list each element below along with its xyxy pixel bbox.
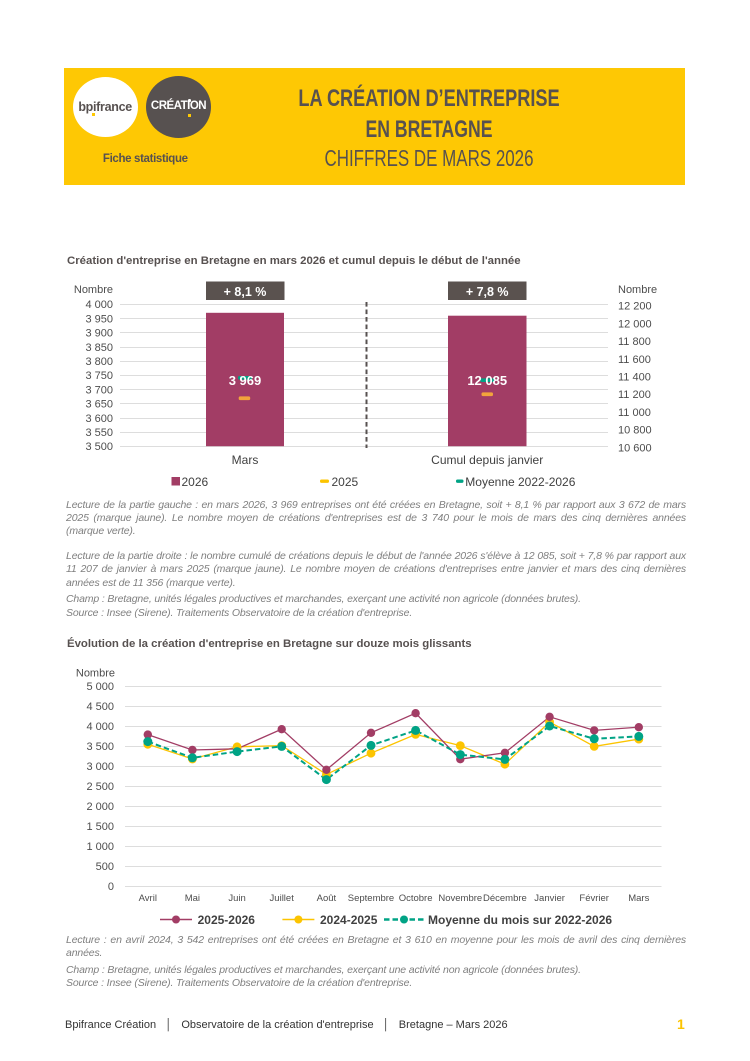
svg-text:Janvier: Janvier (534, 893, 565, 904)
svg-text:5 000: 5 000 (86, 681, 114, 693)
svg-text:4 000: 4 000 (86, 721, 114, 733)
svg-text:4 500: 4 500 (86, 701, 114, 713)
svg-text:3 950: 3 950 (85, 313, 113, 325)
svg-text:2025-2026: 2025-2026 (198, 913, 256, 927)
svg-text:Nombre: Nombre (74, 284, 113, 296)
svg-text:500: 500 (96, 861, 114, 873)
svg-text:3 969: 3 969 (229, 373, 262, 388)
svg-text:3 850: 3 850 (85, 342, 113, 354)
svg-text:3 600: 3 600 (85, 413, 113, 425)
svg-text:3 500: 3 500 (86, 741, 114, 753)
svg-text:3 650: 3 650 (85, 399, 113, 411)
svg-text:Août: Août (317, 893, 337, 904)
svg-text:Mars: Mars (232, 453, 259, 467)
svg-text:11 600: 11 600 (618, 354, 651, 366)
svg-text:Moyenne 2022-2026: Moyenne 2022-2026 (465, 475, 575, 489)
svg-text:Avril: Avril (139, 893, 157, 904)
svg-text:3 000: 3 000 (86, 761, 114, 773)
svg-text:11 200: 11 200 (618, 389, 651, 401)
svg-text:Mai: Mai (185, 893, 200, 904)
svg-text:Novembre: Novembre (438, 893, 482, 904)
svg-text:2026: 2026 (182, 475, 209, 489)
svg-text:Cumul depuis janvier: Cumul depuis janvier (431, 453, 543, 467)
svg-text:10 800: 10 800 (618, 425, 652, 437)
svg-text:Moyenne du mois sur 2022-2026: Moyenne du mois sur 2022-2026 (428, 913, 612, 927)
svg-text:12 200: 12 200 (618, 301, 652, 313)
svg-text:10 600: 10 600 (618, 442, 652, 454)
svg-text:Décembre: Décembre (483, 893, 527, 904)
svg-text:Juillet: Juillet (270, 893, 295, 904)
svg-text:1 000: 1 000 (86, 841, 114, 853)
svg-text:Février: Février (579, 893, 609, 904)
svg-text:3 750: 3 750 (85, 370, 113, 382)
svg-text:3 700: 3 700 (85, 384, 113, 396)
svg-text:Nombre: Nombre (76, 668, 115, 680)
svg-text:4 000: 4 000 (85, 299, 113, 311)
svg-text:0: 0 (108, 881, 114, 893)
svg-text:2 500: 2 500 (86, 781, 114, 793)
svg-text:Septembre: Septembre (348, 893, 394, 904)
svg-text:3 550: 3 550 (85, 427, 113, 439)
svg-text:3 800: 3 800 (85, 356, 113, 368)
svg-text:3 500: 3 500 (85, 441, 113, 453)
svg-text:11 800: 11 800 (618, 336, 651, 348)
svg-text:12 000: 12 000 (618, 318, 652, 330)
svg-text:11 000: 11 000 (618, 407, 651, 419)
svg-text:1 500: 1 500 (86, 821, 114, 833)
svg-text:11 400: 11 400 (618, 372, 651, 384)
svg-text:2024-2025: 2024-2025 (320, 913, 378, 927)
svg-text:Nombre: Nombre (618, 284, 657, 296)
svg-text:Octobre: Octobre (399, 893, 433, 904)
svg-text:Juin: Juin (228, 893, 245, 904)
svg-text:2025: 2025 (332, 475, 359, 489)
svg-text:12 085: 12 085 (467, 373, 507, 388)
svg-text:2 000: 2 000 (86, 801, 114, 813)
svg-text:+ 8,1 %: + 8,1 % (224, 285, 267, 299)
svg-text:+ 7,8 %: + 7,8 % (466, 285, 509, 299)
svg-text:3 900: 3 900 (85, 328, 113, 340)
svg-text:Mars: Mars (628, 893, 649, 904)
